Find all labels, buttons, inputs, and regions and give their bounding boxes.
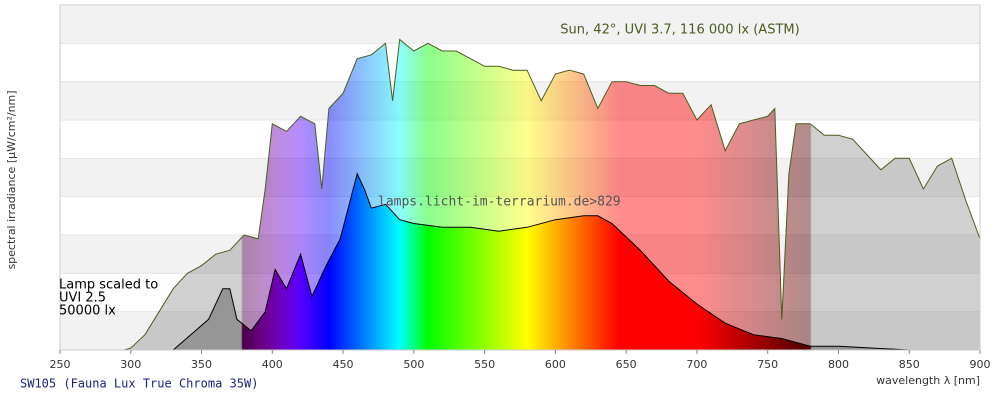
- x-tick-label: 900: [970, 358, 991, 371]
- x-tick-label: 650: [616, 358, 637, 371]
- footer: SW105 (Fauna Lux True Chroma 35W): [20, 377, 258, 391]
- x-tick-label: 850: [899, 358, 920, 371]
- x-tick-label: 350: [191, 358, 212, 371]
- x-tick-label: 400: [262, 358, 283, 371]
- x-tick-label: 300: [120, 358, 141, 371]
- x-axis-label: wavelength λ [nm]: [876, 374, 980, 387]
- chart-title: Sun, 42°, UVI 3.7, 116 000 lx (ASTM): [560, 23, 799, 38]
- lamp-note: 50000 lx: [59, 304, 116, 319]
- area-fill: [173, 173, 980, 350]
- x-tick-label: 700: [686, 358, 707, 371]
- x-tick-label: 750: [757, 358, 778, 371]
- x-tick-label: 800: [828, 358, 849, 371]
- x-tick-label: 600: [545, 358, 566, 371]
- x-tick-label: 550: [474, 358, 495, 371]
- grid-band: [60, 5, 980, 44]
- x-tick-label: 450: [333, 358, 354, 371]
- series-line: [172, 172, 980, 351]
- x-tick-label: 500: [403, 358, 424, 371]
- plot-frame: [59, 4, 981, 351]
- lamp-note: UVI 2.5: [59, 291, 106, 306]
- series-line: [123, 38, 981, 351]
- x-tick-label: 250: [50, 358, 71, 371]
- watermark: lamps.licht-im-terrarium.de>829: [378, 195, 621, 210]
- lamp-note: Lamp scaled to: [59, 278, 158, 293]
- y-axis-label: spectral irradiance [µW/cm²/nm]: [5, 90, 18, 269]
